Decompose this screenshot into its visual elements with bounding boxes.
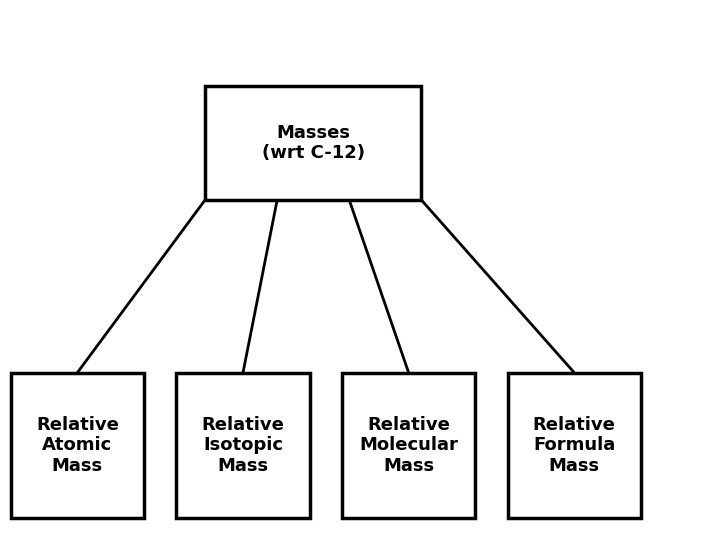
Text: Masses
(wrt C-12): Masses (wrt C-12) xyxy=(261,124,365,163)
Text: Relative
Atomic
Mass: Relative Atomic Mass xyxy=(36,416,119,475)
Text: Relative
Isotopic
Mass: Relative Isotopic Mass xyxy=(202,416,284,475)
Text: Relative
Molecular
Mass: Relative Molecular Mass xyxy=(359,416,458,475)
FancyBboxPatch shape xyxy=(11,373,144,518)
FancyBboxPatch shape xyxy=(176,373,310,518)
Text: Relative
Formula
Mass: Relative Formula Mass xyxy=(533,416,616,475)
FancyBboxPatch shape xyxy=(508,373,641,518)
FancyBboxPatch shape xyxy=(342,373,475,518)
FancyBboxPatch shape xyxy=(205,86,421,200)
